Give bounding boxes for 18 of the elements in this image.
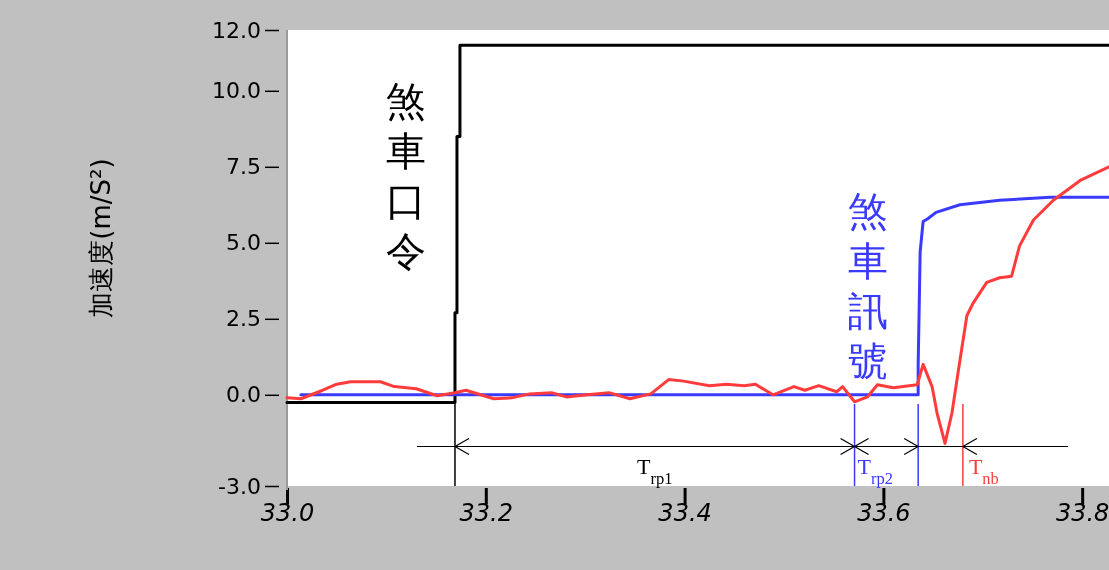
x-tick-label: 33.2 [459, 499, 514, 528]
y-tick-label: -3.0 [218, 473, 261, 499]
annotation: T$_{nb}$ [968, 453, 999, 488]
annotation: T$_{rp2}$ [857, 453, 893, 488]
y-tick-label: 0.0 [226, 382, 261, 408]
y-tick-label: 7.5 [226, 154, 261, 180]
x-tick-label: 33.0 [260, 499, 315, 528]
series-label: 煞車訊號 [848, 188, 889, 384]
x-tick-label: 33.8 [1055, 499, 1109, 528]
annotation: T$_{rp1}$ [637, 453, 673, 488]
y-axis-title: 加速度(m/S²) [86, 158, 116, 318]
series-label: 煞車口令 [386, 78, 427, 274]
y-tick-label: 2.5 [226, 306, 261, 332]
x-tick-label: 33.4 [658, 499, 712, 528]
y-tick-label: 10.0 [212, 78, 261, 104]
y-tick-label: 5.0 [226, 230, 261, 256]
y-tick-label: 12.0 [212, 17, 261, 43]
x-tick-label: 33.6 [857, 499, 911, 528]
